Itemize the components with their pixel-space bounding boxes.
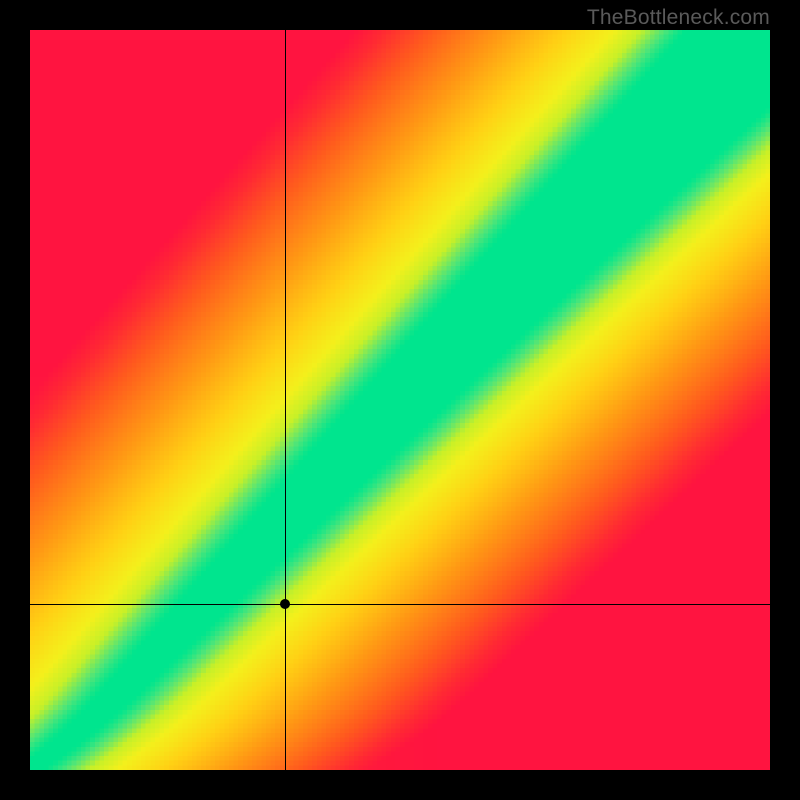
crosshair-vertical (285, 30, 286, 770)
heatmap-canvas-wrap (30, 30, 770, 770)
marker-dot (280, 599, 290, 609)
crosshair-horizontal (30, 604, 770, 605)
heatmap-canvas (30, 30, 770, 770)
attribution-text: TheBottleneck.com (587, 6, 770, 30)
bottleneck-heatmap (30, 30, 770, 770)
